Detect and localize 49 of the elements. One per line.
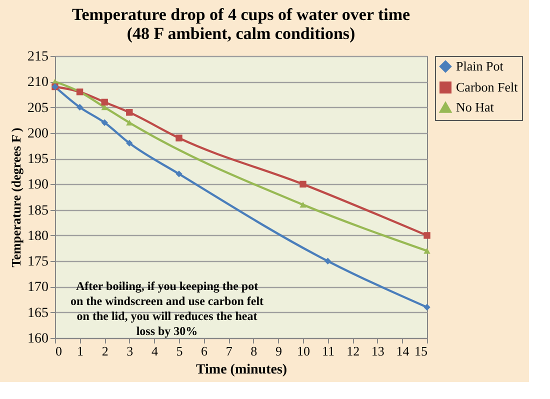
point <box>300 180 306 188</box>
y-tick-label: 165 <box>28 306 48 321</box>
y-tick-label: 200 <box>28 126 48 142</box>
x-tick-label: 8 <box>250 344 258 358</box>
point <box>424 248 430 254</box>
annotation: After boiling, if you keeping the pot on the windscreen and use carbon felt on the lid, you will reduces the heat loss by 30% <box>70 279 264 338</box>
point <box>324 258 332 264</box>
legend-label: No Hat <box>456 100 494 114</box>
x-tick-label: 6 <box>201 344 208 358</box>
y-tick-label: 215 <box>28 50 48 64</box>
x-tick-label: 0 <box>56 344 62 358</box>
point <box>300 202 306 208</box>
x-tick-label: 1 <box>77 344 84 358</box>
x-tick-label: 2 <box>102 344 108 358</box>
x-tick-label: 7 <box>226 344 233 358</box>
point <box>176 170 182 178</box>
chart-title: Temperature drop of 4 cups of water over time (48 F ambient, calm conditions) <box>72 5 410 43</box>
y-tick-label: 195 <box>28 152 48 168</box>
x-tick-label: 12 <box>346 344 360 358</box>
x-tick-label: 9 <box>275 344 282 358</box>
y-tick-label: 205 <box>28 100 48 116</box>
x-tick-label: 10 <box>297 344 310 358</box>
point <box>126 120 133 126</box>
legend-label: Plain Pot <box>456 58 504 74</box>
x-tick-label: 15 <box>414 344 428 358</box>
point <box>424 304 430 311</box>
y-axis-title: Temperature (degrees F ) <box>8 128 24 268</box>
y-tick-label: 210 <box>28 75 48 90</box>
point <box>126 109 133 116</box>
point <box>424 232 430 239</box>
y-tick-label: 190 <box>28 178 48 193</box>
y-tick-label: 185 <box>28 203 48 218</box>
point <box>126 140 133 147</box>
y-tick-label: 180 <box>28 228 48 244</box>
x-tick-label: 5 <box>176 344 183 358</box>
point <box>176 134 182 142</box>
point <box>101 119 108 126</box>
x-tick-label: 11 <box>322 344 335 358</box>
x-tick-label: 14 <box>396 344 410 358</box>
y-tick-label: 175 <box>28 254 48 270</box>
x-tick-label: 3 <box>126 344 134 358</box>
y-tick-label: 170 <box>28 280 48 296</box>
y-tick-label: 160 <box>28 332 48 346</box>
x-tick-label: 13 <box>371 344 384 358</box>
point <box>76 104 84 111</box>
x-axis-title: Time (minutes) <box>196 362 288 378</box>
x-tick-label: 4 <box>151 344 158 358</box>
point <box>101 98 108 106</box>
legend-label: Carbon Felt <box>456 80 518 94</box>
